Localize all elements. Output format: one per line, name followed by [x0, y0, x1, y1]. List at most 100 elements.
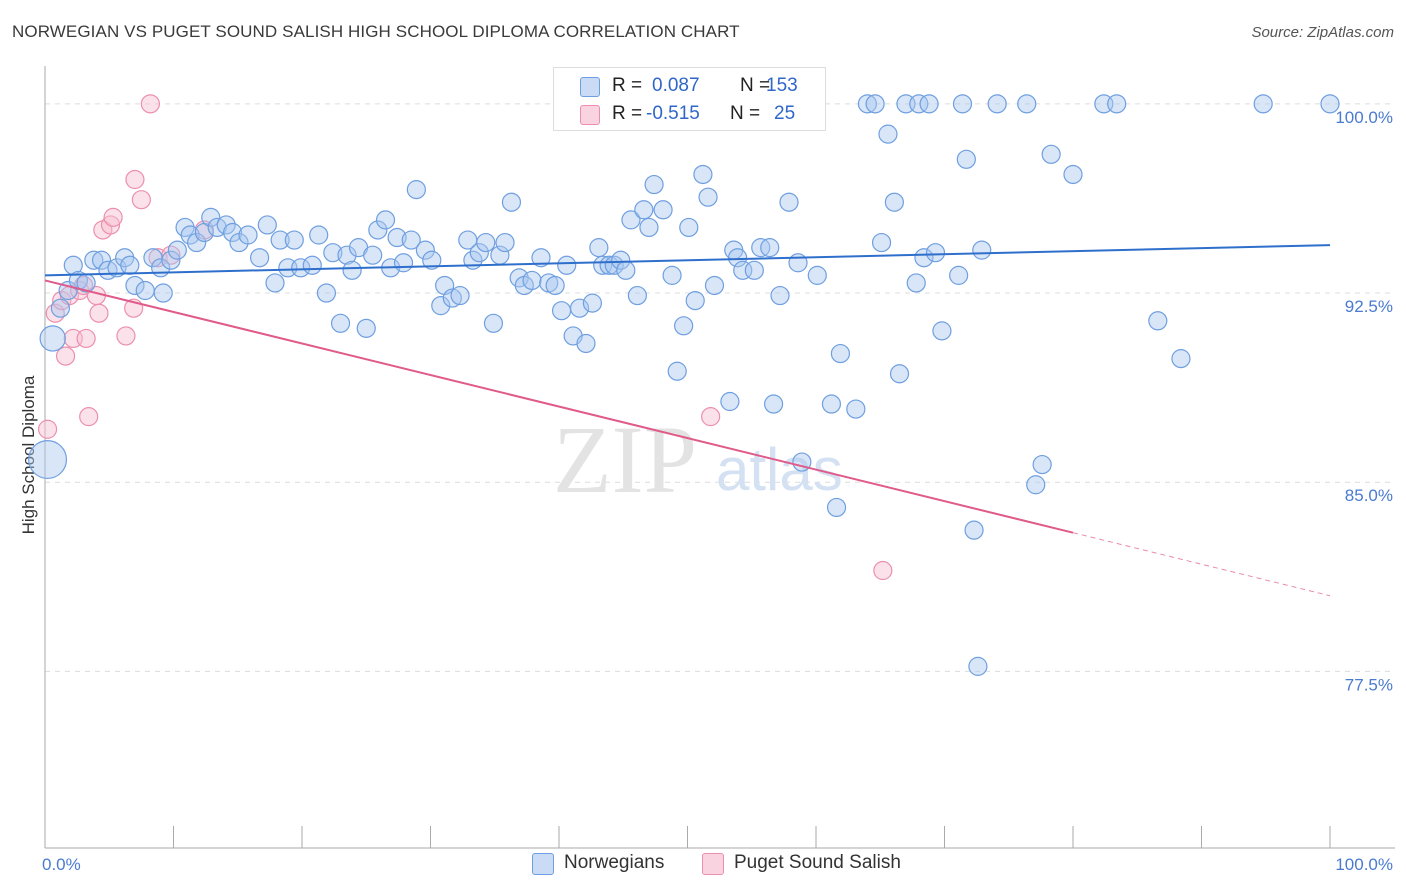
norwegians-point-139 — [1032, 454, 1052, 475]
puget-sound-salish-points — [37, 94, 893, 581]
x-tick-label-1: 100.0% — [1335, 855, 1393, 874]
norwegians-point-138 — [1026, 475, 1046, 495]
puget-sound-salish-point-3 — [55, 346, 76, 366]
grid-layer — [45, 103, 1395, 672]
puget-sound-salish-point-9 — [79, 407, 99, 427]
legend-n-value: 153 — [766, 75, 798, 96]
norwegians-point-89 — [639, 217, 659, 238]
puget-sound-salish-trend-line-dashed — [1072, 532, 1331, 597]
norwegians-points — [28, 94, 1340, 676]
norwegians-point-75 — [557, 255, 577, 275]
norwegians-point-131 — [952, 94, 973, 114]
legend-n-label: N = — [730, 103, 761, 124]
norwegians-point-53 — [406, 180, 426, 200]
norwegians-point-66 — [495, 232, 515, 253]
norwegians-point-84 — [611, 250, 631, 270]
norwegians-point-98 — [698, 187, 718, 207]
norwegians-point-106 — [760, 238, 780, 258]
norwegians-point-91 — [653, 200, 673, 220]
norwegians-point-80 — [589, 238, 609, 258]
norwegians-point-36 — [291, 258, 311, 278]
norwegians-point-114 — [826, 497, 847, 518]
correlation-legend: R = 0.087 N = 153 R = -0.515 N = 25 — [553, 67, 826, 131]
norwegians-point-43 — [342, 260, 362, 280]
norwegians-point-93 — [667, 361, 687, 381]
norwegians-point-2 — [50, 298, 71, 318]
puget-sound-salish-point-15 — [116, 326, 136, 346]
norwegians-point-29 — [238, 225, 258, 245]
norwegians-point-85 — [616, 260, 636, 280]
chart-source: Source: ZipAtlas.com — [1251, 24, 1394, 41]
norwegians-point-109 — [779, 192, 799, 212]
norwegians-point-50 — [387, 227, 407, 248]
norwegians-point-55 — [422, 250, 442, 270]
legend-r-label: R = — [612, 75, 643, 96]
norwegians-point-67 — [501, 192, 522, 212]
norwegians-point-47 — [368, 220, 388, 240]
legend-r-label: R = — [612, 103, 643, 124]
norwegians-point-122 — [889, 364, 910, 384]
norwegians-point-22 — [187, 232, 207, 253]
norwegians-point-141 — [1063, 164, 1083, 185]
norwegians-point-30 — [249, 248, 270, 268]
norwegians-point-78 — [576, 333, 596, 354]
legend-row-puget-sound-salish: R = -0.515 N = 25 — [554, 100, 825, 128]
norwegians-point-128 — [925, 243, 946, 263]
legend-n-value: 25 — [774, 103, 796, 124]
norwegians-point-107 — [763, 394, 784, 414]
norwegians-point-41 — [330, 313, 351, 333]
norwegians-point-1 — [39, 325, 66, 352]
norwegians-point-7 — [84, 250, 104, 270]
norwegians-point-74 — [551, 301, 572, 321]
norwegians-point-8 — [91, 250, 112, 270]
norwegians-point-112 — [807, 265, 827, 285]
norwegians-point-147 — [1320, 94, 1340, 114]
bottom-legend-label-norwegians: Norwegians — [564, 852, 665, 873]
norwegians-point-97 — [693, 164, 713, 185]
norwegians-point-39 — [316, 283, 337, 303]
norwegians-point-26 — [216, 215, 236, 235]
norwegians-point-51 — [393, 253, 414, 273]
norwegians-point-27 — [223, 222, 243, 243]
norwegians-point-48 — [375, 210, 396, 230]
puget-sound-salish-point-13 — [100, 215, 121, 235]
norwegians-point-13 — [125, 275, 145, 296]
norwegians-point-110 — [788, 253, 808, 273]
norwegians-point-18 — [161, 250, 181, 270]
norwegians-point-58 — [442, 288, 462, 308]
watermark-zip: ZIP — [553, 406, 697, 513]
norwegians-point-87 — [627, 285, 647, 306]
y-tick-label-0: 100.0% — [1335, 108, 1393, 127]
norwegians-point-62 — [469, 243, 489, 263]
norwegians-trend-line — [44, 244, 1331, 277]
norwegians-point-63 — [476, 232, 496, 253]
puget-sound-salish-point-23 — [701, 407, 721, 427]
norwegians-point-35 — [284, 230, 304, 250]
norwegians-point-137 — [1017, 94, 1037, 114]
norwegians-point-124 — [906, 273, 926, 293]
norwegians-point-40 — [323, 243, 343, 263]
norwegians-point-92 — [662, 265, 682, 285]
norwegians-point-56 — [431, 296, 451, 316]
norwegians-point-119 — [871, 232, 892, 253]
norwegians-point-108 — [770, 285, 790, 306]
puget-sound-salish-point-18 — [131, 190, 151, 210]
y-tick-label-1: 92.5% — [1345, 297, 1393, 316]
norwegians-point-136 — [987, 94, 1007, 114]
norwegians-point-113 — [821, 394, 842, 414]
norwegians-point-104 — [744, 260, 764, 280]
norwegians-point-96 — [685, 291, 705, 311]
norwegians-point-140 — [1041, 144, 1061, 164]
watermark: ZIP atlas — [553, 406, 843, 513]
norwegians-point-115 — [830, 343, 851, 364]
puget-sound-salish-point-8 — [76, 328, 96, 349]
norwegians-point-88 — [634, 200, 654, 220]
norwegians-point-24 — [201, 207, 221, 227]
tick-labels: 100.0% 92.5% 85.0% 77.5% 0.0% 100.0% — [42, 108, 1393, 874]
norwegians-point-59 — [450, 285, 470, 306]
bottom-legend-swatch-puget-sound-salish — [702, 853, 724, 875]
norwegians-point-31 — [257, 215, 277, 235]
norwegians-point-37 — [302, 255, 322, 275]
norwegians-point-102 — [728, 248, 748, 268]
